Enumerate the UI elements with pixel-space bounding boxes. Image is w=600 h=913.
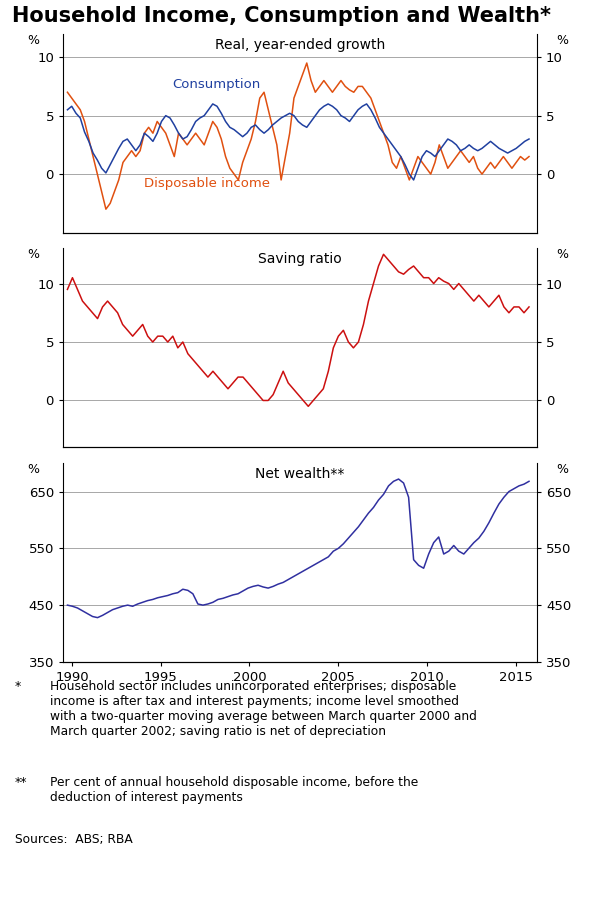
Text: %: % — [28, 248, 40, 261]
Text: Sources:  ABS; RBA: Sources: ABS; RBA — [15, 833, 133, 845]
Text: **: ** — [15, 776, 28, 789]
Text: Disposable income: Disposable income — [143, 177, 269, 190]
Text: Consumption: Consumption — [172, 78, 260, 90]
Text: %: % — [28, 463, 40, 477]
Text: *: * — [15, 680, 21, 693]
Text: Real, year-ended growth: Real, year-ended growth — [215, 37, 385, 52]
Text: Household sector includes unincorporated enterprises; disposable
income is after: Household sector includes unincorporated… — [50, 680, 476, 739]
Text: Household Income, Consumption and Wealth*: Household Income, Consumption and Wealth… — [12, 6, 551, 26]
Text: Per cent of annual household disposable income, before the
deduction of interest: Per cent of annual household disposable … — [50, 776, 418, 804]
Text: %: % — [556, 463, 568, 477]
Text: %: % — [28, 34, 40, 47]
Text: Saving ratio: Saving ratio — [258, 252, 342, 267]
Text: %: % — [556, 248, 568, 261]
Text: %: % — [556, 34, 568, 47]
Text: Net wealth**: Net wealth** — [256, 467, 344, 481]
